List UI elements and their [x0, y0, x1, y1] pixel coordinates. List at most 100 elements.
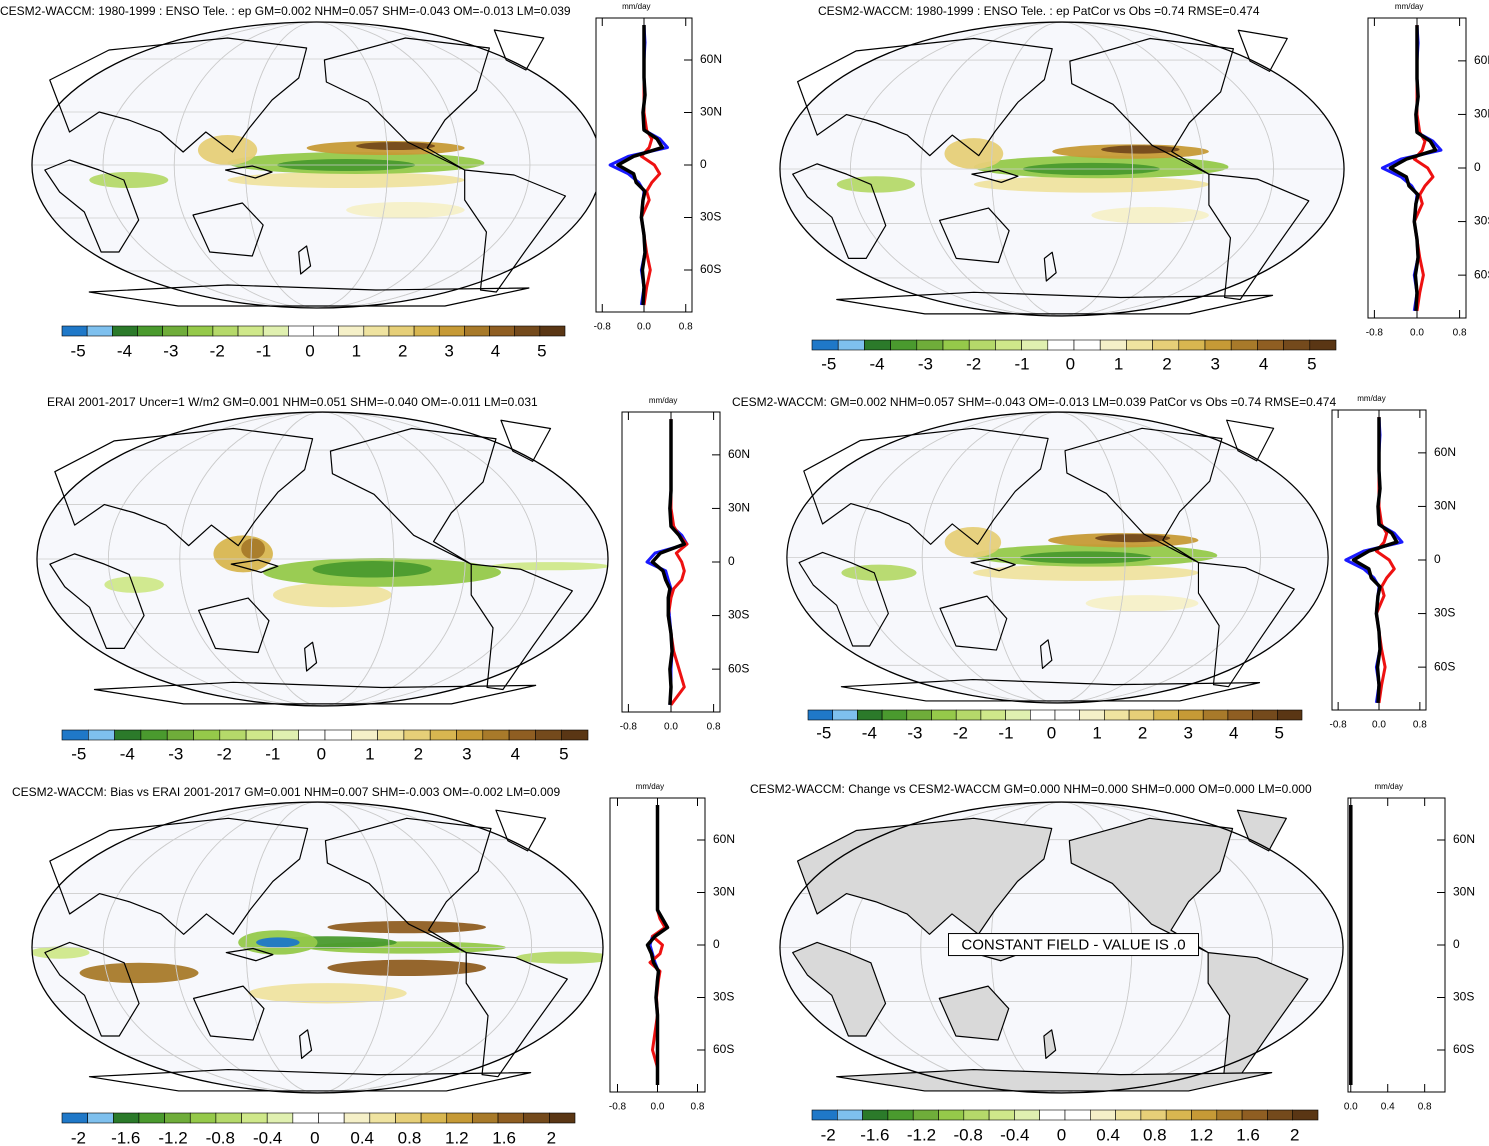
y-tick-label: 60S: [1474, 267, 1489, 281]
colorbar-swatch: [219, 729, 247, 741]
y-tick-label: 30S: [713, 990, 734, 1004]
panel: CESM2-WACCM: 1980-1999 : ENSO Tele. : ep…: [0, 2, 722, 360]
x-tick-label: -0.8: [1330, 720, 1348, 731]
colorbar-swatch: [1191, 1109, 1218, 1121]
colorbar-label: 0: [305, 341, 314, 360]
map-outline: [779, 801, 1344, 1094]
x-tick-label: 0.0: [1344, 1102, 1358, 1113]
colorbar-label: -1: [256, 341, 271, 360]
colorbar-label: -3: [918, 354, 933, 373]
profile-unit: mm/day: [1375, 782, 1403, 791]
colorbar-label: 0: [1066, 354, 1075, 373]
colorbar-swatch: [237, 325, 264, 337]
x-tick-label: 0.0: [1410, 328, 1424, 339]
colorbar-swatch: [338, 325, 365, 337]
colorbar-label: 5: [1307, 354, 1316, 373]
colorbar-swatch: [1283, 339, 1311, 351]
annotation: CONSTANT FIELD - VALUE IS .0: [961, 937, 1185, 954]
map-outline: [786, 411, 1329, 704]
field-patch: [973, 176, 1209, 193]
field-patch: [841, 564, 917, 581]
y-tick-label: 60N: [728, 447, 750, 461]
field-patch: [227, 172, 465, 188]
colorbar-label: -1: [998, 723, 1013, 742]
map: [779, 21, 1345, 317]
y-tick-label: 60S: [728, 661, 749, 675]
colorbar-swatch: [350, 729, 378, 741]
colorbar-label: -2: [953, 723, 968, 742]
colorbar-swatch: [482, 729, 510, 741]
colorbar-swatch: [1005, 709, 1031, 721]
colorbar-label: 3: [462, 744, 471, 763]
y-tick-label: 30S: [1474, 214, 1489, 228]
colorbar-swatch: [811, 1109, 838, 1121]
colorbar-swatch: [369, 1112, 396, 1124]
colorbar-swatch: [318, 1112, 345, 1124]
colorbar-label: 2: [1138, 723, 1147, 742]
colorbar-swatch: [61, 729, 89, 741]
colorbar-label: -0.8: [954, 1125, 983, 1144]
x-tick-label: 0.8: [691, 1102, 705, 1113]
colorbar-swatch: [807, 709, 834, 721]
map-outline: [779, 21, 1345, 317]
field-patch: [1095, 534, 1171, 543]
field-patch: [104, 576, 164, 593]
colorbar-swatch: [162, 325, 189, 337]
colorbar-swatch: [887, 1109, 914, 1121]
colorbar-swatch: [857, 709, 883, 721]
panel-title: ERAI 2001-2017 Uncer=1 W/m2 GM=0.001 NHM…: [47, 395, 538, 409]
colorbar-swatch: [832, 709, 858, 721]
colorbar-swatch: [912, 1109, 939, 1121]
colorbar-swatch: [395, 1112, 422, 1124]
colorbar-swatch: [343, 1112, 371, 1124]
colorbar-label: -1.2: [158, 1128, 187, 1146]
colorbar-label: -4: [870, 354, 885, 373]
colorbar-swatch: [1277, 709, 1303, 721]
colorbar-label: 2: [398, 341, 407, 360]
colorbar-label: 0: [1057, 1125, 1066, 1144]
colorbar-swatch: [988, 1109, 1015, 1121]
y-tick-label: 30N: [1434, 499, 1456, 513]
map-field: [31, 22, 602, 308]
colorbar-label: -4: [117, 341, 132, 360]
colorbar-label: 1: [365, 744, 374, 763]
field-patch: [327, 921, 487, 934]
panel-title: CESM2-WACCM: 1980-1999 : ENSO Tele. : ep…: [0, 4, 571, 18]
colorbar-swatch: [464, 325, 490, 337]
panel: CESM2-WACCM: GM=0.002 NHM=0.057 SHM=-0.0…: [732, 394, 1456, 742]
colorbar-swatch: [313, 325, 339, 337]
colorbar-swatch: [429, 729, 457, 741]
y-tick-label: 30S: [1453, 990, 1474, 1004]
colorbar-swatch: [1165, 1109, 1192, 1121]
colorbar-swatch: [1073, 339, 1101, 351]
x-tick-label: 0.8: [1418, 1102, 1432, 1113]
field-patch: [312, 561, 432, 578]
colorbar-swatch: [938, 1109, 965, 1121]
y-tick-label: 60N: [1434, 445, 1456, 459]
colorbar-swatch: [1230, 339, 1258, 351]
colorbar-swatch: [1178, 709, 1204, 721]
colorbar-swatch: [955, 709, 982, 721]
colorbar-label: -5: [71, 744, 86, 763]
colorbar-label: 0: [1047, 723, 1056, 742]
x-tick-label: 0.4: [1381, 1102, 1395, 1113]
profile-unit: mm/day: [622, 2, 650, 11]
field-patch: [346, 202, 465, 218]
colorbar-swatch: [403, 729, 431, 741]
colorbar-label: 2: [1290, 1125, 1299, 1144]
colorbar-label: 2: [414, 744, 423, 763]
colorbar-swatch: [112, 325, 138, 337]
field-patch: [256, 937, 300, 948]
colorbar-label: -0.4: [1000, 1125, 1029, 1144]
panel-title: CESM2-WACCM: Change vs CESM2-WACCM GM=0.…: [750, 782, 1312, 796]
colorbar-swatch: [1204, 339, 1232, 351]
colorbar-label: -1.6: [860, 1125, 889, 1144]
profile-unit: mm/day: [649, 396, 677, 405]
field-patch: [197, 135, 258, 165]
colorbar-label: -2: [217, 744, 232, 763]
colorbar-swatch: [1178, 339, 1206, 351]
colorbar-label: -1.6: [111, 1128, 140, 1146]
colorbar-label: 4: [491, 341, 500, 360]
colorbar-label: 3: [1183, 723, 1192, 742]
colorbar-label: -3: [163, 341, 178, 360]
